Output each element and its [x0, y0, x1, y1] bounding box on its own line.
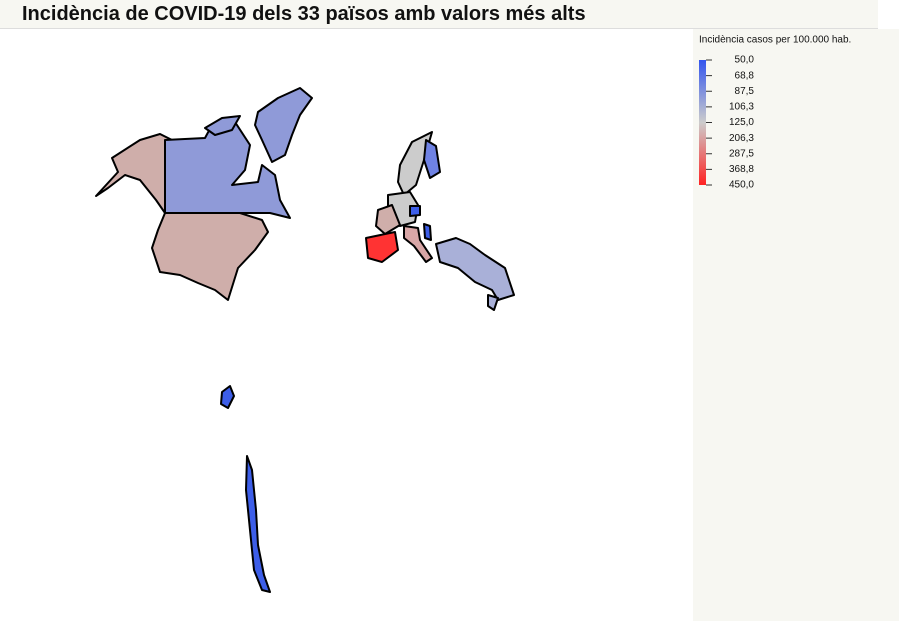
region [204, 115, 241, 136]
legend-ticks: 50,0 68,8 87,5 106,3 125,0 206,3 287,5 368,8 450… [706, 55, 754, 191]
region [423, 223, 432, 241]
legend-tick-label: 287,5 [729, 148, 754, 159]
legend-colorbar [699, 60, 706, 185]
region [435, 237, 515, 301]
legend-tick-label: 87,5 [735, 86, 755, 97]
legend-tick-label: 206,3 [729, 133, 754, 144]
legend-panel [693, 29, 899, 621]
region [220, 385, 235, 409]
region [423, 139, 441, 179]
countries [95, 87, 515, 593]
region [151, 212, 269, 301]
legend-tick-label: 106,3 [729, 102, 754, 113]
legend-title: Incidència casos per 100.000 hab. [699, 35, 851, 46]
region [375, 204, 401, 235]
region [365, 231, 399, 263]
legend-tick-label: 450,0 [729, 180, 754, 191]
title-bar: Incidència de COVID-19 dels 33 països am… [0, 0, 878, 29]
region [245, 455, 271, 593]
region [397, 131, 433, 196]
legend-tick-label: 68,8 [735, 70, 755, 81]
legend-tick-label: 368,8 [729, 164, 754, 175]
region [254, 87, 313, 163]
region [403, 225, 433, 263]
legend-tick-label: 50,0 [735, 55, 755, 66]
region [95, 133, 173, 214]
legend-tick-label: 125,0 [729, 117, 754, 128]
map-title: Incidència de COVID-19 dels 33 països am… [22, 3, 586, 25]
region [487, 294, 499, 311]
region [409, 205, 421, 217]
